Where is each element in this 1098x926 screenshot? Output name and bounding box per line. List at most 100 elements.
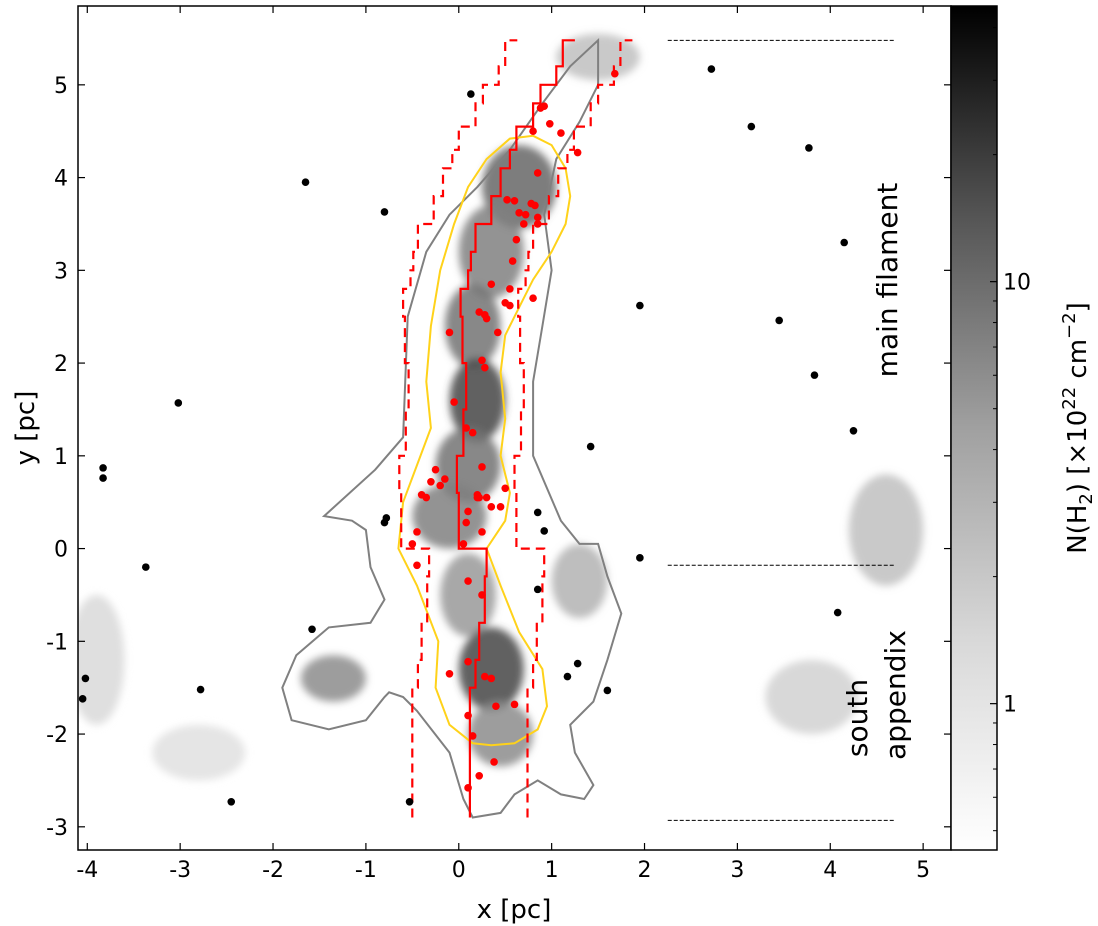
x-tick-label: -3 xyxy=(169,858,191,883)
black-source-point xyxy=(141,563,150,571)
x-tick-label: 0 xyxy=(452,858,466,883)
red-source-point xyxy=(573,148,582,157)
red-source-point xyxy=(462,518,471,527)
x-tick-label: -4 xyxy=(76,858,98,883)
x-tick-label: 4 xyxy=(823,858,837,883)
red-source-point xyxy=(487,674,496,683)
red-source-point xyxy=(475,308,484,316)
red-source-point xyxy=(464,711,472,720)
y-tick-label: -3 xyxy=(46,816,68,841)
red-source-point xyxy=(482,493,491,502)
red-source-point xyxy=(468,428,477,437)
y-tick-label: -2 xyxy=(46,723,68,748)
colorbar-ticks: 1 10 xyxy=(990,27,1031,832)
density-blob xyxy=(444,284,501,368)
appendix-label: appendix xyxy=(879,630,912,760)
filament-crest-line xyxy=(455,39,575,818)
black-source-point xyxy=(196,685,205,694)
colorbar-label: N(H2) [×1022 cm−2] xyxy=(1059,302,1097,554)
red-source-point xyxy=(493,328,502,337)
black-source-point xyxy=(636,301,644,310)
black-source-point xyxy=(805,144,813,152)
density-blob xyxy=(440,553,496,637)
black-source-point xyxy=(308,625,316,634)
plot-area: -4 -3 -2 -1 0 1 2 3 4 5 -3 -2 -1 0 1 2 3 4 5 xyxy=(46,5,952,883)
black-source-point xyxy=(380,208,389,216)
red-source-point xyxy=(521,210,530,219)
red-source-point xyxy=(441,475,449,483)
red-source-point xyxy=(519,220,528,228)
black-source-point xyxy=(636,554,644,562)
filament-crest-layer xyxy=(398,39,633,818)
red-source-point xyxy=(515,209,523,217)
red-source-point xyxy=(408,540,417,548)
red-source-point xyxy=(413,561,421,570)
red-source-point xyxy=(529,127,537,136)
y-tick-label: 2 xyxy=(54,352,68,377)
red-source-point xyxy=(496,503,505,511)
y-tick-label: -1 xyxy=(46,630,68,655)
black-source-point xyxy=(380,518,389,527)
colorbar: 1 10 N(H2) [×1022 cm−2] xyxy=(950,5,1097,851)
x-tick-label: 2 xyxy=(638,858,652,883)
red-source-point xyxy=(533,220,542,228)
black-source-point xyxy=(81,674,90,683)
red-source-point xyxy=(482,314,491,323)
density-blob xyxy=(765,659,859,735)
density-blob xyxy=(449,358,506,442)
red-source-point xyxy=(464,577,472,585)
y-tick-label: 4 xyxy=(54,167,68,192)
black-source-point xyxy=(467,90,475,98)
region-divider-layer xyxy=(667,39,896,821)
black-source-point xyxy=(833,608,842,617)
main-filament-label: main filament xyxy=(871,183,904,378)
red-source-point xyxy=(508,257,517,265)
red-source-point xyxy=(422,493,431,502)
density-blob xyxy=(78,594,125,725)
black-source-point xyxy=(586,442,595,451)
inner-contour xyxy=(397,134,572,747)
red-source-point xyxy=(510,700,519,709)
black-source-point xyxy=(99,474,107,482)
colorbar-gradient xyxy=(951,6,997,850)
black-source-point xyxy=(747,122,756,131)
red-source-point xyxy=(557,129,565,137)
red-source-point xyxy=(464,507,472,516)
crest-left-boundary xyxy=(398,39,518,818)
colorbar-frame xyxy=(950,5,998,851)
red-source-point xyxy=(506,285,514,293)
red-source-point xyxy=(529,294,537,302)
red-source-point xyxy=(503,196,511,204)
x-axis-ticks: -4 -3 -2 -1 0 1 2 3 4 5 xyxy=(76,6,930,883)
y-tick-label: 3 xyxy=(54,259,68,284)
red-source-point xyxy=(459,540,468,548)
density-blob xyxy=(458,627,524,711)
red-source-point xyxy=(531,201,539,210)
x-tick-label: -1 xyxy=(355,858,377,883)
density-blob xyxy=(468,701,534,767)
y-axis-ticks: -3 -2 -1 0 1 2 3 4 5 xyxy=(46,74,951,841)
south-label: south xyxy=(841,679,874,757)
red-source-point xyxy=(540,102,549,110)
crest-right-boundary xyxy=(513,39,633,818)
red-source-point xyxy=(510,196,519,205)
black-source-point xyxy=(533,508,542,517)
black-source-point xyxy=(99,464,107,472)
red-source-point xyxy=(445,328,454,337)
red-source-point xyxy=(462,424,471,432)
density-blob xyxy=(435,428,501,503)
black-source-point xyxy=(775,316,783,325)
red-source-point xyxy=(490,758,498,766)
red-source-point xyxy=(475,493,484,502)
black-source-point xyxy=(533,585,542,594)
black-source-point xyxy=(78,695,87,703)
red-source-point xyxy=(468,732,477,740)
colorbar-tick-label: 1 xyxy=(1003,693,1017,718)
black-source-point xyxy=(603,686,612,695)
red-source-point xyxy=(533,213,542,222)
red-source-point xyxy=(450,398,458,406)
density-blob xyxy=(412,483,487,549)
y-tick-label: 5 xyxy=(54,74,68,99)
red-source-point xyxy=(487,503,496,511)
